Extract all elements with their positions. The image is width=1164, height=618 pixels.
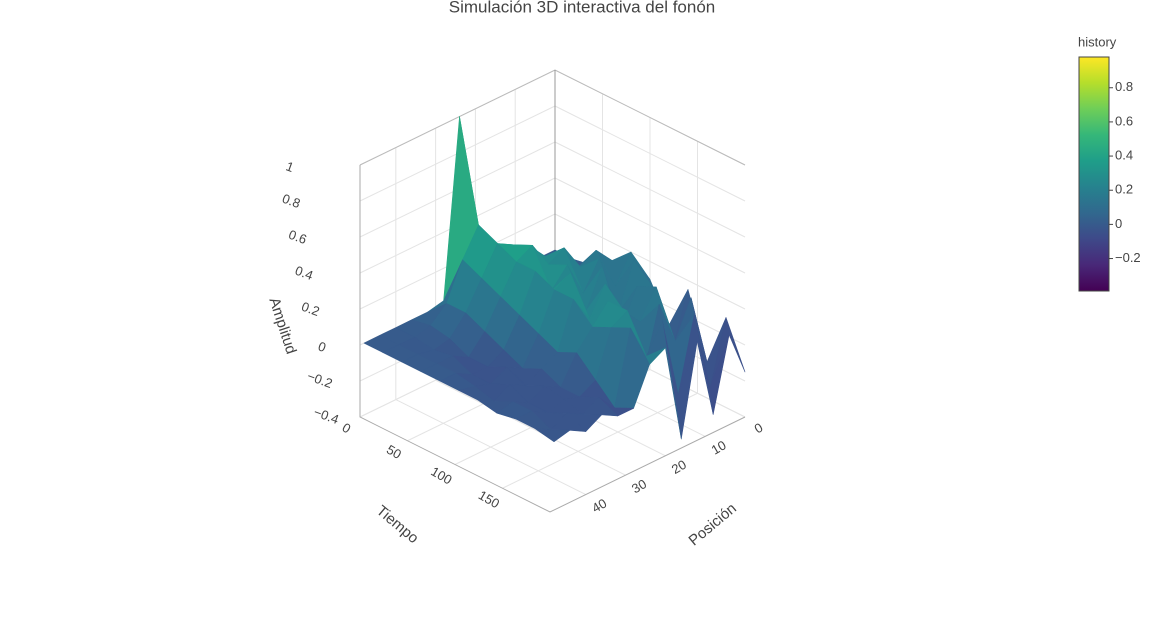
colorbar-tick-label: 0.4 bbox=[1115, 148, 1133, 163]
x-tick-label: 0 bbox=[752, 420, 766, 437]
colorbar-tick-label: 0.2 bbox=[1115, 182, 1133, 197]
colorbar-tick-label: 0.6 bbox=[1115, 113, 1133, 128]
colorbar-tick-label: 0.8 bbox=[1115, 79, 1133, 94]
grid-line bbox=[502, 392, 698, 489]
y-tick-label: 150 bbox=[476, 487, 502, 511]
chart-title: Simulación 3D interactiva del fonón bbox=[449, 0, 715, 16]
y-axis-title: Tiempo bbox=[373, 502, 422, 547]
z-tick-label: 1 bbox=[284, 158, 296, 175]
z-tick-label: −0.2 bbox=[305, 368, 334, 391]
z-tick-label: 0 bbox=[316, 338, 328, 355]
box-edge bbox=[359, 69, 746, 166]
colorbar bbox=[1078, 56, 1110, 292]
colorbar-tick-label: 0 bbox=[1115, 216, 1122, 231]
z-tick-label: 0.4 bbox=[293, 263, 315, 283]
z-tick-label: 0.6 bbox=[287, 227, 309, 247]
x-axis-title: Posición bbox=[685, 500, 739, 549]
surface-cell bbox=[534, 428, 571, 443]
scene bbox=[359, 69, 746, 513]
y-tick-label: 100 bbox=[428, 464, 454, 488]
x-tick-label: 10 bbox=[709, 437, 729, 457]
x-tick-label: 30 bbox=[629, 476, 649, 496]
z-axis-title: Amplitud bbox=[265, 295, 299, 356]
z-tick-label: 0.8 bbox=[280, 191, 302, 211]
z-tick-label: 0.2 bbox=[300, 299, 322, 319]
x-tick-label: 20 bbox=[669, 457, 689, 477]
colorbar-title: history bbox=[1078, 34, 1117, 49]
y-tick-label: 0 bbox=[340, 420, 354, 437]
colorbar-tick-label: −0.2 bbox=[1115, 250, 1141, 265]
z-tick-label: −0.4 bbox=[312, 404, 341, 427]
x-tick-label: 40 bbox=[589, 496, 609, 516]
axis-line bbox=[359, 165, 746, 513]
y-tick-label: 50 bbox=[384, 442, 404, 462]
